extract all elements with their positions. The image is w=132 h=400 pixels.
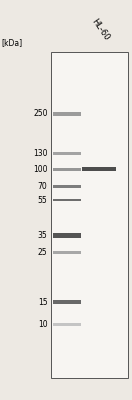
Text: 70: 70: [38, 182, 48, 191]
Bar: [82, 167, 116, 171]
Bar: [51, 52, 128, 378]
Text: HL-60: HL-60: [90, 17, 111, 42]
Text: 15: 15: [38, 298, 48, 306]
Text: 100: 100: [33, 164, 48, 174]
Text: 55: 55: [38, 196, 48, 204]
Bar: [53, 168, 81, 170]
Bar: [53, 152, 81, 155]
Text: 130: 130: [33, 149, 48, 158]
Bar: [53, 185, 81, 188]
Text: 25: 25: [38, 248, 48, 257]
Bar: [53, 251, 81, 254]
Text: [kDa]: [kDa]: [1, 38, 22, 47]
Bar: [53, 198, 81, 202]
Text: 35: 35: [38, 231, 48, 240]
Bar: [53, 300, 81, 304]
Text: 250: 250: [33, 110, 48, 118]
Bar: [53, 112, 81, 116]
Text: 10: 10: [38, 320, 48, 329]
Bar: [53, 234, 81, 238]
Bar: [53, 323, 81, 326]
